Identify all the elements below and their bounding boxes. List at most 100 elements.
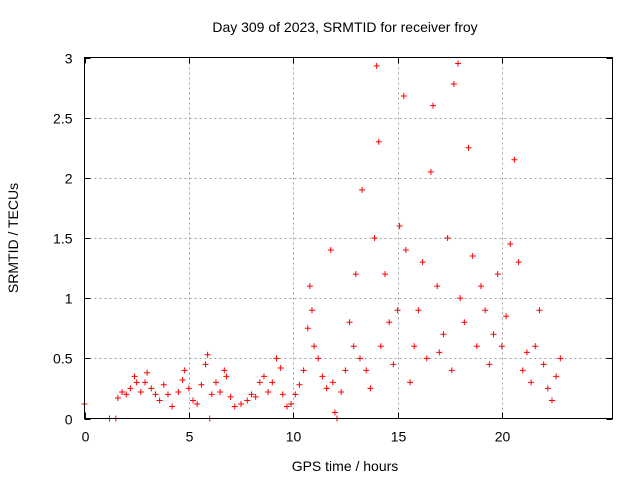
data-point <box>356 355 363 362</box>
data-point <box>227 393 234 400</box>
data-point <box>553 373 560 380</box>
data-point <box>444 235 451 241</box>
data-point <box>507 241 514 248</box>
y-axis-label: SRMTID / TECUs <box>5 183 21 293</box>
data-point <box>164 391 171 398</box>
data-point <box>204 351 211 358</box>
data-point <box>490 331 497 338</box>
data-point <box>430 102 437 109</box>
data-point <box>363 367 370 374</box>
data-point <box>114 395 121 402</box>
x-tick-label: 5 <box>186 429 194 445</box>
data-point <box>411 343 418 350</box>
data-point <box>382 271 389 278</box>
plot-frame <box>84 57 613 419</box>
x-tick-label: 0 <box>82 429 90 445</box>
data-point <box>296 381 303 388</box>
data-point <box>352 271 359 278</box>
data-point <box>119 389 126 396</box>
data-point <box>315 355 322 362</box>
data-point <box>300 367 307 374</box>
y-tick-label: 1 <box>65 291 73 307</box>
data-point <box>465 144 472 151</box>
data-point <box>331 409 338 416</box>
data-point <box>402 247 409 254</box>
x-axis-label: GPS time / hours <box>292 458 399 474</box>
data-point <box>283 403 290 410</box>
chart-title: Day 309 of 2023, SRMTID for receiver fro… <box>212 19 477 35</box>
data-point <box>256 379 263 386</box>
x-tick-label: 20 <box>495 429 511 445</box>
data-point <box>455 60 462 67</box>
data-point <box>238 401 245 408</box>
x-tick-label: 15 <box>391 429 407 445</box>
data-point <box>323 385 330 392</box>
data-point <box>515 259 522 266</box>
data-point <box>198 381 205 388</box>
axis-ticks: 0 5 10 15 20 0 0.5 1 1.5 2 2.5 3 <box>53 51 613 445</box>
data-point <box>440 331 447 338</box>
data-point <box>273 355 280 362</box>
y-tick-label: 2 <box>65 171 73 187</box>
data-point <box>434 283 441 290</box>
data-point <box>371 235 378 241</box>
y-tick-label: 0.5 <box>53 351 73 367</box>
data-point <box>223 373 230 380</box>
data-point <box>494 271 501 278</box>
data-point <box>248 391 255 398</box>
data-point <box>359 186 366 193</box>
data-point <box>277 364 284 371</box>
data-point <box>390 361 397 368</box>
data-point <box>436 349 443 356</box>
data-point <box>127 385 134 392</box>
data-point <box>292 391 299 398</box>
data-point <box>179 376 186 383</box>
y-tick-label: 3 <box>65 51 73 67</box>
data-point <box>319 373 326 380</box>
data-point <box>279 391 286 398</box>
data-point <box>419 259 426 266</box>
data-point <box>194 401 201 408</box>
data-point <box>540 361 547 368</box>
data-point <box>498 343 505 350</box>
data-point <box>536 307 543 314</box>
data-point <box>265 389 272 396</box>
data-point <box>346 319 353 326</box>
data-point <box>461 319 468 326</box>
data-point <box>523 349 530 356</box>
data-point <box>503 313 510 320</box>
data-point <box>131 373 138 380</box>
data-point <box>386 319 393 326</box>
data-point <box>288 401 295 408</box>
data-point <box>548 397 555 404</box>
data-point <box>473 343 480 350</box>
data-point <box>133 379 140 386</box>
data-point <box>142 379 149 386</box>
data-point <box>544 385 551 392</box>
data-point <box>185 385 192 392</box>
data-point <box>327 247 334 254</box>
data-point <box>152 391 159 398</box>
data-point <box>304 325 311 332</box>
data-point <box>478 283 485 290</box>
data-point <box>144 369 151 376</box>
data-point <box>423 355 430 362</box>
data-point <box>123 391 130 398</box>
data-point <box>532 343 539 350</box>
y-tick-label: 0 <box>65 412 73 428</box>
data-point <box>329 379 336 386</box>
data-point <box>407 379 414 386</box>
data-point <box>486 361 493 368</box>
data-point <box>342 367 349 374</box>
data-point <box>375 138 382 145</box>
data-point <box>338 389 345 396</box>
data-point <box>457 295 464 302</box>
data-point <box>306 283 313 290</box>
data-point <box>373 62 380 69</box>
data-point <box>202 361 209 368</box>
data-point <box>519 367 526 374</box>
data-point <box>212 379 219 386</box>
data-point <box>482 307 489 314</box>
y-tick-label: 2.5 <box>53 111 73 127</box>
